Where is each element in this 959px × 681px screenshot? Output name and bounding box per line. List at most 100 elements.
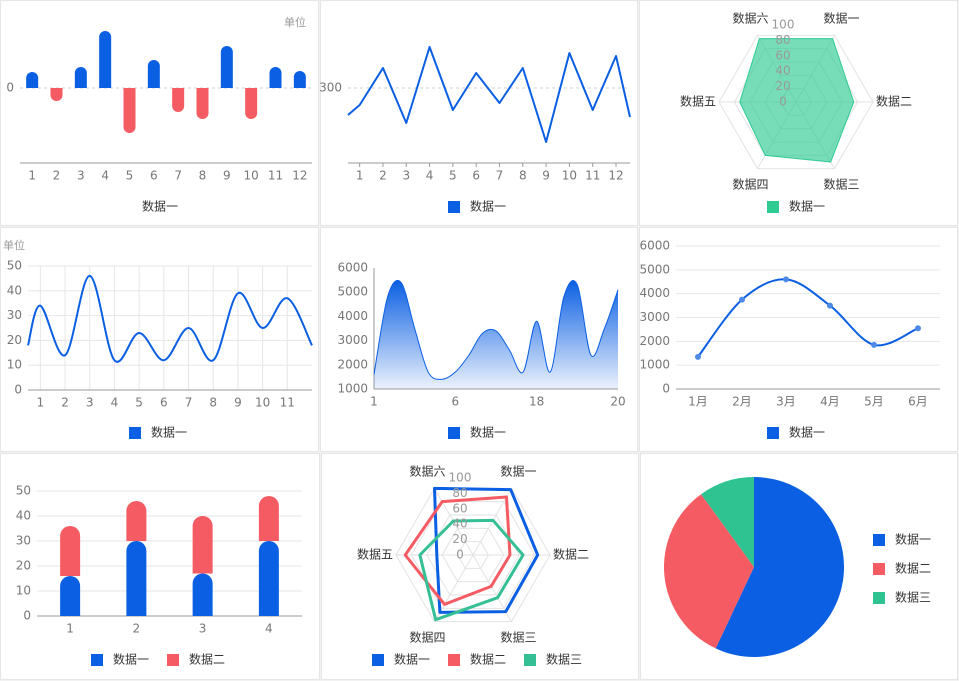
legend-marker — [91, 654, 103, 666]
point — [827, 302, 833, 309]
x-tick-label: 8 — [199, 169, 207, 183]
y-tick-label: 0 — [14, 383, 22, 397]
y-tick-label: 3000 — [337, 333, 368, 347]
r-tick-label: 100 — [772, 18, 795, 32]
x-tick-label: 6 — [150, 169, 158, 183]
bar — [192, 573, 213, 616]
pie-slice — [715, 477, 845, 658]
indicator-label: 数据二 — [553, 547, 589, 562]
x-tick-label: 2月 — [732, 395, 752, 409]
r-tick-label: 20 — [452, 532, 467, 546]
x-tick-label: 6月 — [908, 395, 928, 409]
indicator-label: 数据六 — [409, 464, 445, 479]
bar — [258, 496, 279, 541]
panel — [639, 227, 958, 452]
y-tick-label: 2000 — [337, 357, 368, 371]
x-tick-label: 9 — [223, 169, 231, 183]
legend-label: 数据一 — [470, 199, 506, 214]
bar — [147, 60, 160, 88]
bar — [192, 516, 213, 574]
legend-marker — [767, 201, 779, 213]
bar — [245, 88, 258, 119]
legend-marker — [167, 654, 179, 666]
legend-label: 数据三 — [546, 652, 582, 667]
x-tick-label: 4 — [111, 396, 119, 410]
x-tick-label: 3 — [86, 396, 94, 410]
x-tick-label: 1 — [37, 396, 45, 410]
annotation: 单位 — [284, 15, 306, 29]
x-tick-label: 1 — [370, 395, 378, 409]
legend-label: 数据二 — [470, 652, 506, 667]
r-tick-label: 40 — [452, 517, 467, 531]
x-tick-label: 10 — [562, 169, 577, 183]
indicator-label: 数据一 — [823, 11, 859, 26]
indicator-label: 数据二 — [876, 94, 912, 109]
x-tick-label: 1 — [356, 169, 364, 183]
x-tick-label: 10 — [244, 169, 259, 183]
y-tick-label: 4000 — [337, 309, 368, 323]
r-tick-label: 60 — [775, 48, 790, 62]
x-tick-label: 10 — [255, 396, 270, 410]
point — [695, 353, 701, 360]
panel — [320, 0, 638, 226]
legend-label: 数据一 — [470, 425, 506, 440]
indicator-label: 数据一 — [500, 464, 536, 479]
x-tick-label: 7 — [496, 169, 504, 183]
y-tick-label: 30 — [16, 534, 31, 548]
bar — [172, 88, 185, 113]
x-tick-label: 6 — [452, 395, 460, 409]
radar-area — [418, 518, 525, 622]
r-tick-label: 80 — [452, 486, 467, 500]
y-tick-label: 10 — [7, 358, 22, 372]
r-tick-label: 40 — [775, 64, 790, 78]
legend-label: 数据一 — [151, 425, 187, 440]
r-tick-label: 60 — [452, 501, 467, 515]
legend-marker — [448, 427, 460, 439]
bar — [74, 67, 87, 88]
y-tick-label: 30 — [7, 308, 22, 322]
y-tick-label: 10 — [16, 584, 31, 598]
annotation: 单位 — [3, 238, 25, 252]
bar — [293, 71, 306, 88]
bar — [126, 541, 147, 616]
x-tick-label: 11 — [585, 169, 600, 183]
legend-label: 数据一 — [895, 532, 931, 547]
panel — [0, 227, 319, 452]
x-tick-label: 4 — [426, 169, 434, 183]
x-tick-label: 11 — [268, 169, 283, 183]
x-tick-label: 4 — [265, 622, 273, 636]
x-tick-label: 6 — [472, 169, 480, 183]
r-tick-label: 20 — [775, 79, 790, 93]
indicator-label: 数据三 — [823, 176, 859, 191]
x-tick-label: 5 — [449, 169, 457, 183]
x-tick-label: 12 — [608, 169, 623, 183]
y-tick-label: 0 — [662, 382, 670, 396]
indicator-label: 数据五 — [680, 94, 716, 109]
legend-label: 数据二 — [189, 652, 225, 667]
legend-label: 数据二 — [895, 561, 931, 576]
x-tick-label: 7 — [185, 396, 193, 410]
x-tick-label: 8 — [519, 169, 527, 183]
legend-label: 数据三 — [895, 590, 931, 605]
x-tick-label: 1月 — [688, 395, 708, 409]
bar — [123, 88, 136, 133]
x-tick-label: 5 — [126, 169, 134, 183]
legend-label: 数据一 — [789, 425, 825, 440]
y-tick-label: 20 — [16, 559, 31, 573]
point — [783, 276, 789, 283]
x-tick-label: 3月 — [776, 395, 796, 409]
x-tick-label: 3 — [402, 169, 410, 183]
point — [871, 341, 877, 348]
bar — [196, 88, 209, 119]
y-tick-label: 4000 — [639, 286, 670, 300]
r-tick-label: 100 — [449, 471, 472, 485]
y-tick-label: 300 — [319, 81, 342, 95]
pie-slice — [664, 494, 754, 649]
bar — [269, 67, 282, 88]
line — [347, 46, 631, 143]
bar — [99, 31, 112, 89]
legend-marker — [372, 654, 384, 666]
legend-marker — [524, 654, 536, 666]
legend-marker — [873, 592, 885, 604]
